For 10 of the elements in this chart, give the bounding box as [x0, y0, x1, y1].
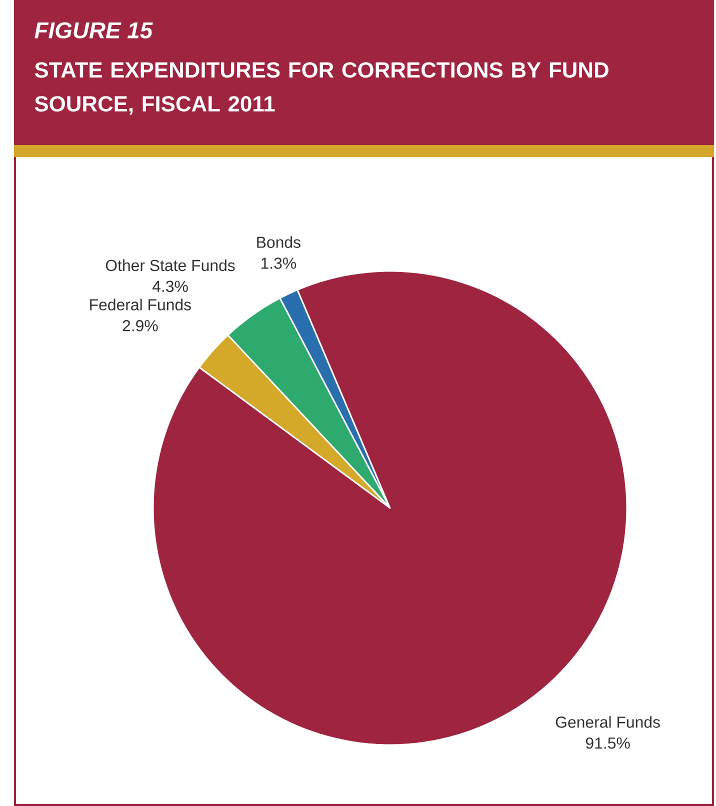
data-label: 1.3% [261, 258, 296, 269]
chart-subtitle: STATE EXPENDITURES FOR CORRECTIONS BY FUND SOURCE, FISCAL 2011 [34, 62, 608, 115]
slice-label: Federal Funds [90, 298, 191, 310]
chart-title: FIGURE 15 [34, 22, 153, 38]
data-label: 4.3% [152, 280, 188, 292]
slice-label: Other State Funds [106, 259, 235, 272]
data-label: 91.5% [586, 737, 630, 749]
slice-label: General Funds [556, 716, 660, 728]
data-label: 2.9% [122, 320, 158, 332]
slice-label: Bonds [257, 236, 300, 248]
